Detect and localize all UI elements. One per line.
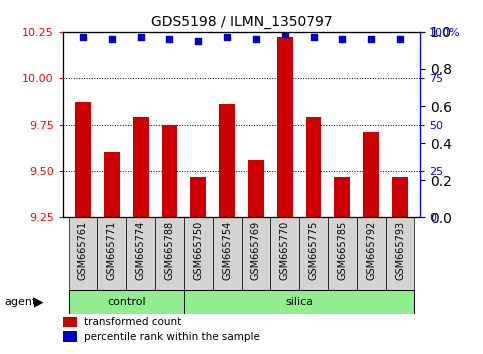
FancyBboxPatch shape (242, 217, 270, 290)
Point (252, 36, 260, 42)
Text: GSM665750: GSM665750 (193, 221, 203, 280)
Text: GSM665770: GSM665770 (280, 221, 290, 280)
Point (194, 38, 202, 44)
FancyBboxPatch shape (69, 217, 98, 290)
Bar (63, 331, 77, 342)
Point (310, 35, 317, 40)
Text: ▶: ▶ (34, 296, 43, 308)
Text: GSM665793: GSM665793 (395, 221, 405, 280)
Bar (392, 177, 408, 217)
Point (108, 36, 115, 42)
Bar (75, 102, 91, 217)
Text: GSM665754: GSM665754 (222, 221, 232, 280)
Text: GSM665769: GSM665769 (251, 221, 261, 280)
Bar (334, 177, 350, 217)
FancyBboxPatch shape (184, 217, 213, 290)
Point (396, 36, 404, 42)
FancyBboxPatch shape (328, 217, 357, 290)
Text: GSM665775: GSM665775 (309, 221, 319, 280)
Text: GSM665761: GSM665761 (78, 221, 88, 280)
FancyBboxPatch shape (184, 290, 414, 314)
FancyBboxPatch shape (126, 217, 155, 290)
FancyBboxPatch shape (270, 217, 299, 290)
Text: GSM665792: GSM665792 (366, 221, 376, 280)
Text: control: control (107, 297, 145, 307)
FancyBboxPatch shape (98, 217, 126, 290)
FancyBboxPatch shape (213, 217, 242, 290)
Text: transformed count: transformed count (84, 317, 182, 327)
Point (339, 36, 346, 42)
Bar (133, 117, 149, 217)
FancyBboxPatch shape (155, 217, 184, 290)
Point (223, 35, 231, 40)
FancyBboxPatch shape (385, 217, 414, 290)
Bar (248, 160, 264, 217)
Point (137, 35, 144, 40)
Bar (104, 153, 120, 217)
Text: GSM665788: GSM665788 (164, 221, 174, 280)
FancyBboxPatch shape (357, 217, 385, 290)
Point (281, 31, 289, 36)
Point (166, 36, 173, 42)
Bar (306, 117, 322, 217)
Text: agent: agent (5, 297, 37, 307)
Bar (63, 316, 77, 327)
FancyBboxPatch shape (299, 217, 328, 290)
Text: GSM665774: GSM665774 (136, 221, 145, 280)
Bar (219, 104, 235, 217)
Point (79, 35, 87, 40)
Bar (190, 177, 206, 217)
Bar (363, 132, 379, 217)
Text: percentile rank within the sample: percentile rank within the sample (84, 332, 260, 342)
Text: GSM665771: GSM665771 (107, 221, 117, 280)
Bar (161, 125, 177, 217)
Text: silica: silica (285, 297, 313, 307)
FancyBboxPatch shape (69, 290, 184, 314)
Bar (277, 38, 293, 217)
Title: GDS5198 / ILMN_1350797: GDS5198 / ILMN_1350797 (151, 16, 332, 29)
Text: GSM665785: GSM665785 (338, 221, 347, 280)
Point (368, 36, 375, 42)
